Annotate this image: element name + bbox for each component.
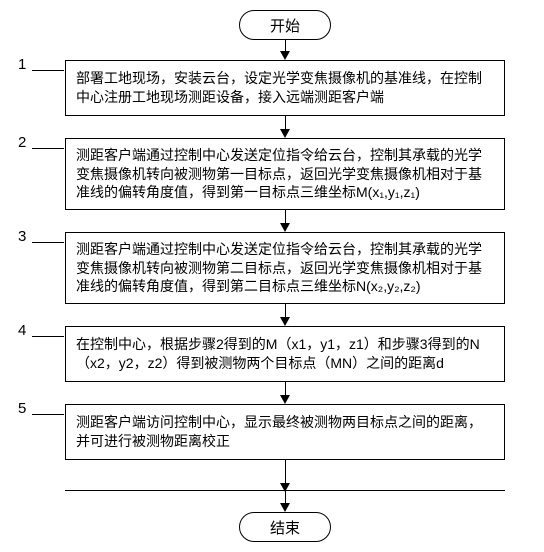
arrow-line — [285, 382, 286, 396]
arrow-head — [280, 503, 290, 512]
arrow-head — [280, 223, 290, 232]
arrow-line — [285, 490, 286, 504]
step-5-box: 测距客户端访问控制中心，显示最终被测物两目标点之间的距离，并可进行被测物距离校正 — [65, 404, 505, 460]
label-connector — [32, 70, 64, 71]
arrow-head — [280, 317, 290, 326]
label-connector — [32, 414, 64, 415]
flowchart-canvas: 开始部署工地现场，安装云台，设定光学变焦摄像机的基准线，在控制中心注册工地现场测… — [10, 10, 534, 542]
start-terminal: 开始 — [239, 10, 331, 40]
step-4-num: 4 — [18, 322, 26, 339]
arrow-line — [285, 210, 286, 224]
arrow-head — [280, 395, 290, 404]
step-1-box: 部署工地现场，安装云台，设定光学变焦摄像机的基准线，在控制中心注册工地现场测距设… — [65, 60, 505, 116]
arrow-line — [285, 304, 286, 318]
step-2-box: 测距客户端通过控制中心发送定位指令给云台，控制其承载的光学变焦摄像机转向被测物第… — [65, 138, 505, 210]
step-3-num: 3 — [18, 228, 26, 245]
end-terminal: 结束 — [239, 512, 331, 542]
arrow-line — [285, 116, 286, 130]
step-1-num: 1 — [18, 56, 26, 73]
step-5-num: 5 — [18, 400, 26, 417]
label-connector — [32, 242, 64, 243]
step-3-box: 测距客户端通过控制中心发送定位指令给云台，控制其承载的光学变焦摄像机转向被测物第… — [65, 232, 505, 304]
arrow-head — [280, 129, 290, 138]
step-4-box: 在控制中心，根据步骤2得到的M（x1，y1，z1）和步骤3得到的N（x2，y2，… — [65, 326, 505, 382]
label-connector — [32, 336, 64, 337]
label-connector — [32, 148, 64, 149]
step-2-num: 2 — [18, 134, 26, 151]
arrow-head — [280, 51, 290, 60]
arrow-line — [285, 460, 286, 484]
